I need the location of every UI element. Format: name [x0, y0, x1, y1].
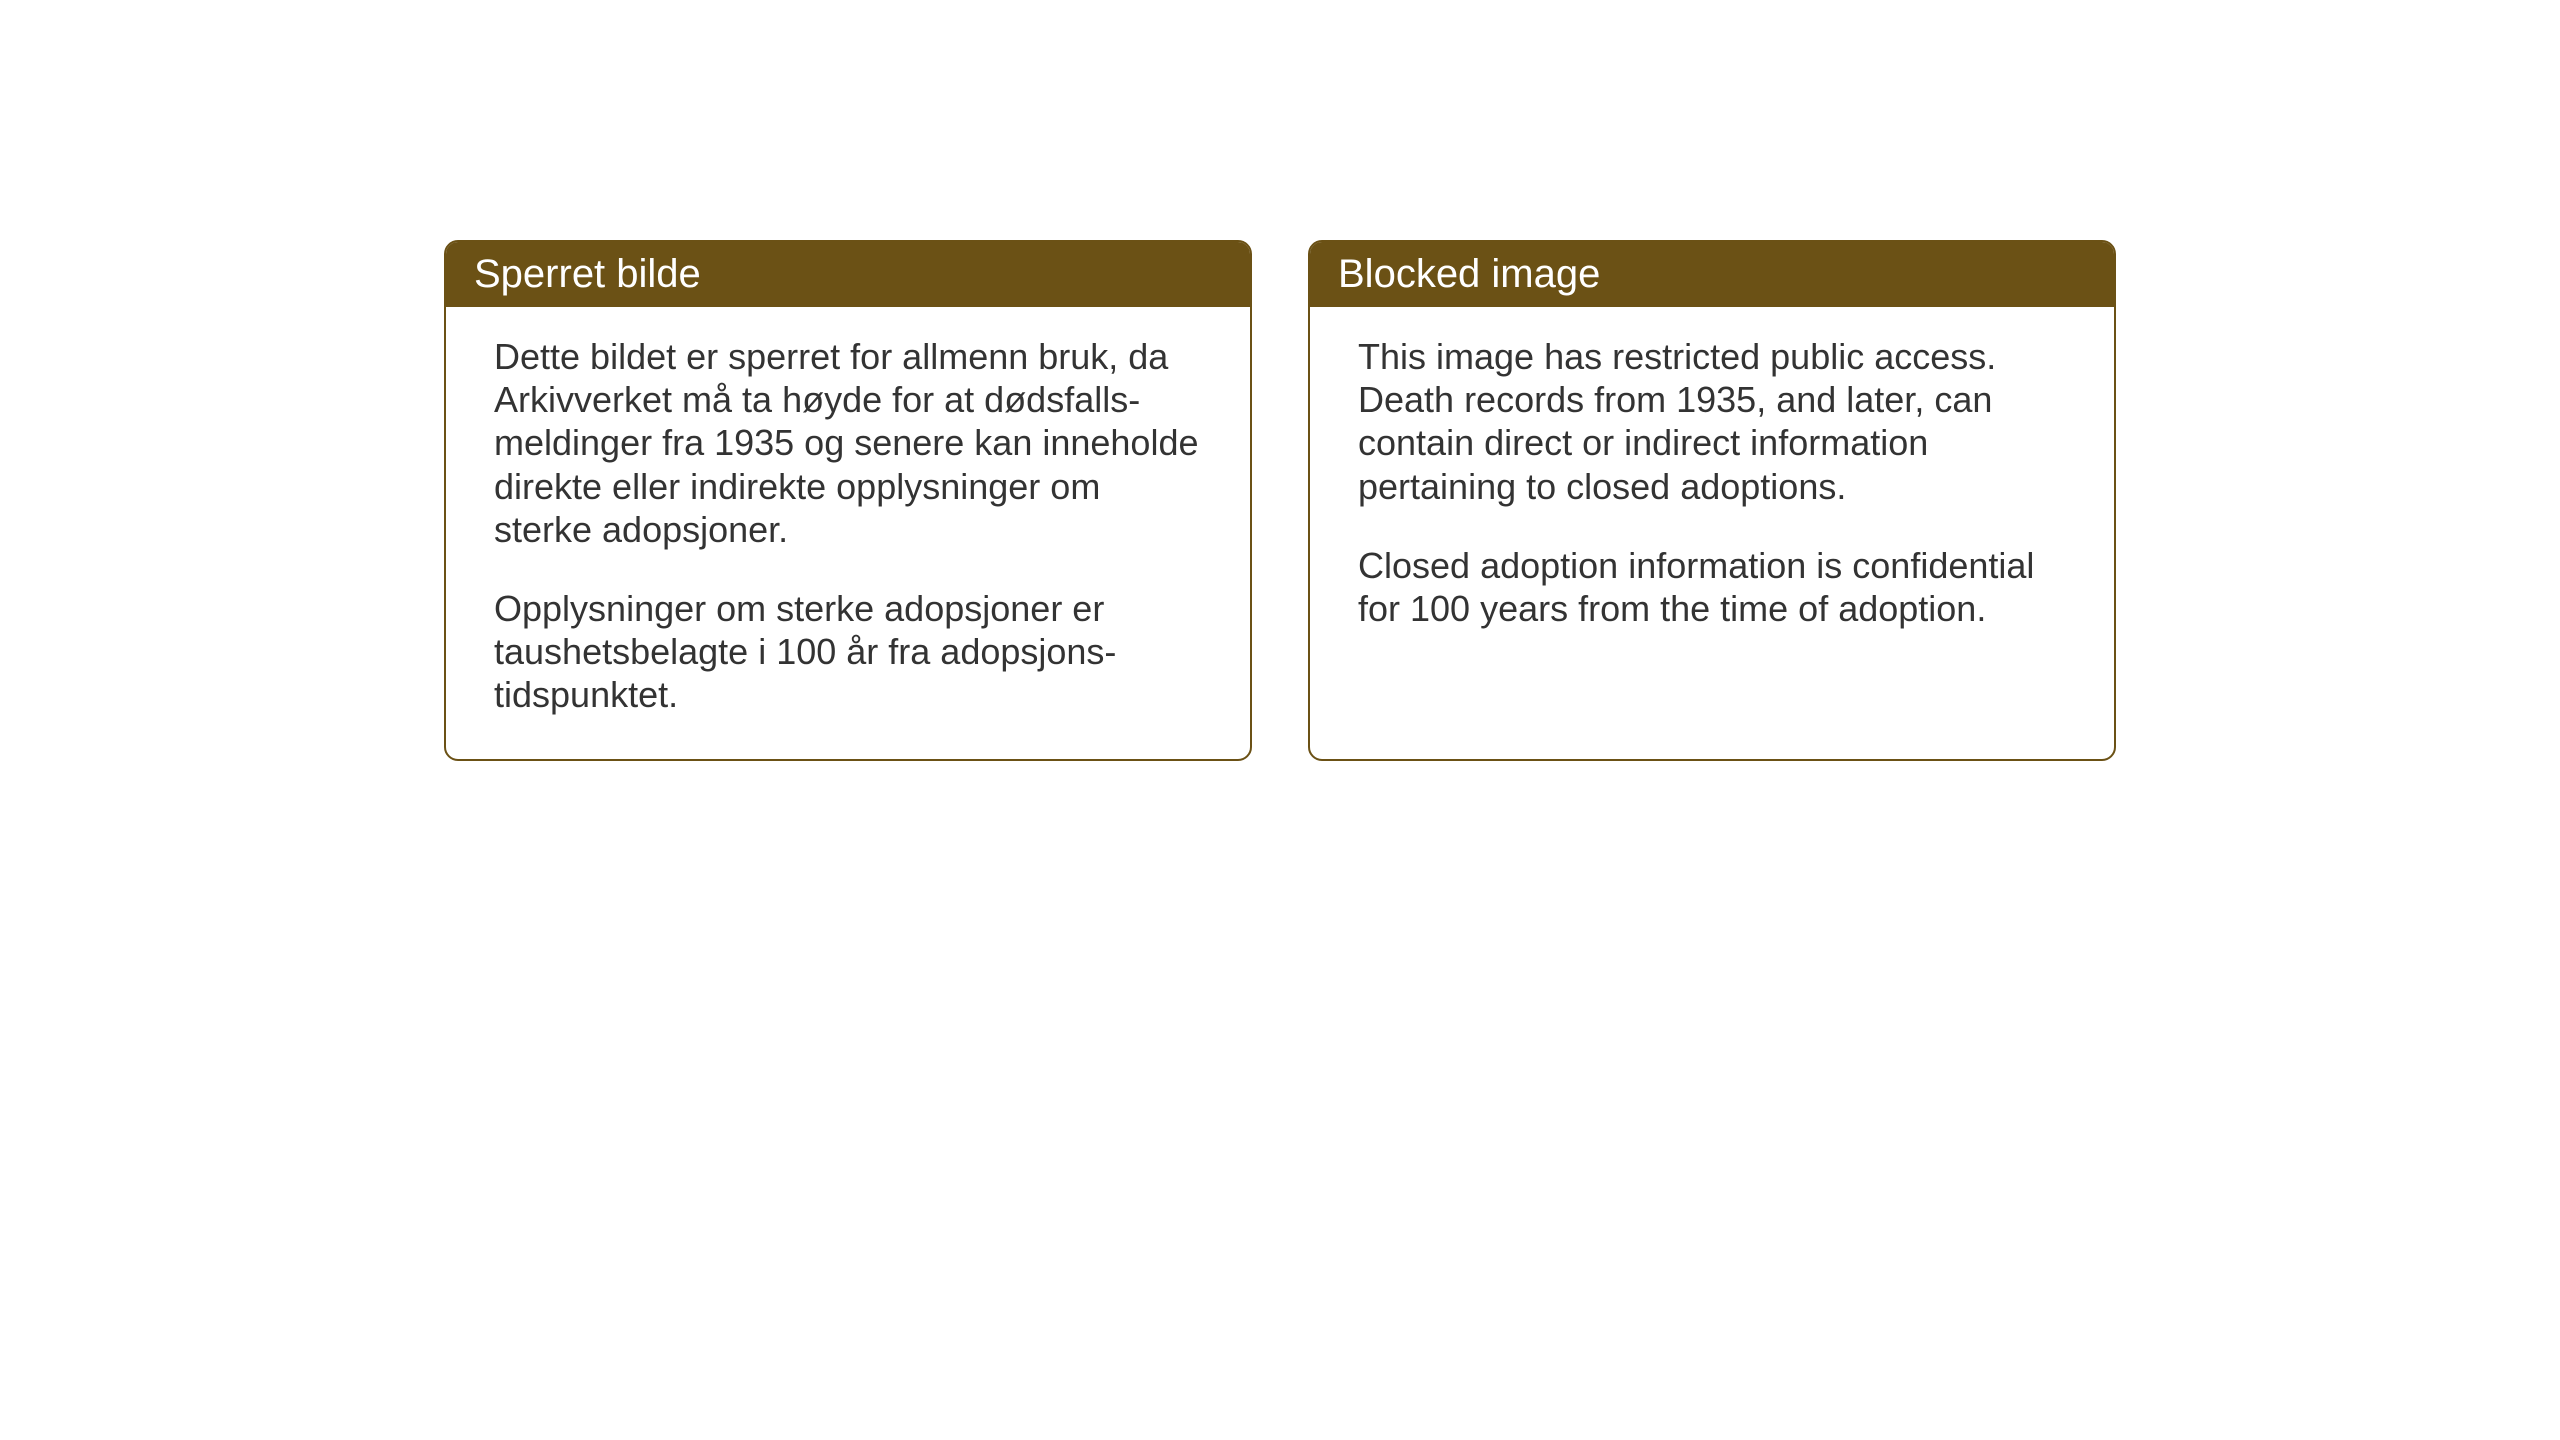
card-body-norwegian: Dette bildet er sperret for allmenn bruk… [446, 307, 1250, 759]
card-paragraph-2-english: Closed adoption information is confident… [1358, 544, 2066, 630]
card-paragraph-2-norwegian: Opplysninger om sterke adopsjoner er tau… [494, 587, 1202, 717]
card-paragraph-1-english: This image has restricted public access.… [1358, 335, 2066, 508]
card-title-norwegian: Sperret bilde [446, 242, 1250, 307]
card-paragraph-1-norwegian: Dette bildet er sperret for allmenn bruk… [494, 335, 1202, 551]
notice-cards-container: Sperret bilde Dette bildet er sperret fo… [444, 240, 2116, 761]
card-body-english: This image has restricted public access.… [1310, 307, 2114, 672]
card-title-english: Blocked image [1310, 242, 2114, 307]
notice-card-english: Blocked image This image has restricted … [1308, 240, 2116, 761]
notice-card-norwegian: Sperret bilde Dette bildet er sperret fo… [444, 240, 1252, 761]
